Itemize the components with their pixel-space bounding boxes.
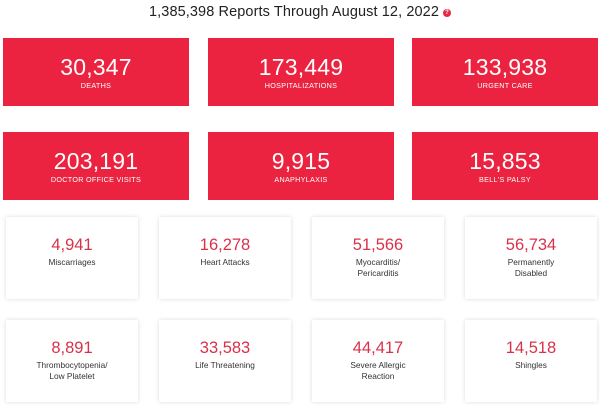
stat-card-deaths: 30,347 DEATHS (3, 38, 189, 106)
stat-value: 44,417 (352, 339, 404, 357)
stat-card-doctor-office-visits: 203,191 DOCTOR OFFICE VISITS (3, 132, 189, 200)
stat-label: Severe Allergic Reaction (350, 360, 406, 381)
stat-label: HOSPITALIZATIONS (264, 80, 338, 90)
stat-card-heart-attacks: 16,278 Heart Attacks (159, 217, 291, 299)
stat-label: Shingles (515, 360, 547, 370)
stat-value: 133,938 (462, 53, 548, 80)
stat-value: 51,566 (352, 236, 404, 254)
stat-value: 15,853 (469, 147, 541, 174)
stat-label: Miscarriages (48, 257, 96, 267)
stat-card-severe-allergic-reaction: 44,417 Severe Allergic Reaction (312, 320, 444, 402)
stat-label: Life Threatening (195, 360, 255, 370)
stat-value: 33,583 (199, 339, 251, 357)
stat-card-anaphylaxis: 9,915 ANAPHYLAXIS (208, 132, 394, 200)
stat-label: BELL'S PALSY (479, 174, 531, 184)
stat-card-myocarditis: 51,566 Myocarditis/ Pericarditis (312, 217, 444, 299)
reports-header: 1,385,398 Reports Through August 12, 202… (0, 2, 600, 22)
stat-card-miscarriages: 4,941 Miscarriages (6, 217, 138, 299)
stat-value: 173,449 (258, 53, 344, 80)
help-icon[interactable]: ? (443, 9, 452, 17)
stat-value: 9,915 (271, 147, 331, 174)
stat-label: DEATHS (80, 80, 112, 90)
stat-value: 30,347 (60, 53, 132, 80)
stat-card-hospitalizations: 173,449 HOSPITALIZATIONS (208, 38, 394, 106)
stat-label: Permanently Disabled (507, 257, 555, 278)
stat-label: URGENT CARE (477, 80, 533, 90)
stat-label: Myocarditis/ Pericarditis (355, 257, 401, 278)
stat-value: 203,191 (53, 147, 139, 174)
stat-card-thrombocytopenia: 8,891 Thrombocytopenia/ Low Platelet (6, 320, 138, 402)
stat-card-urgent-care: 133,938 URGENT CARE (412, 38, 598, 106)
stat-value: 8,891 (51, 339, 93, 357)
stat-value: 4,941 (51, 236, 93, 254)
stat-value: 56,734 (505, 236, 557, 254)
stat-label: ANAPHYLAXIS (274, 174, 328, 184)
stat-label: DOCTOR OFFICE VISITS (50, 174, 142, 184)
stat-card-permanently-disabled: 56,734 Permanently Disabled (465, 217, 597, 299)
stat-label: Thrombocytopenia/ Low Platelet (36, 360, 108, 381)
stat-card-bells-palsy: 15,853 BELL'S PALSY (412, 132, 598, 200)
stat-label: Heart Attacks (200, 257, 250, 267)
stat-value: 16,278 (199, 236, 251, 254)
stat-card-life-threatening: 33,583 Life Threatening (159, 320, 291, 402)
stat-value: 14,518 (505, 339, 557, 357)
stat-card-shingles: 14,518 Shingles (465, 320, 597, 402)
reports-title: 1,385,398 Reports Through August 12, 202… (148, 4, 440, 20)
